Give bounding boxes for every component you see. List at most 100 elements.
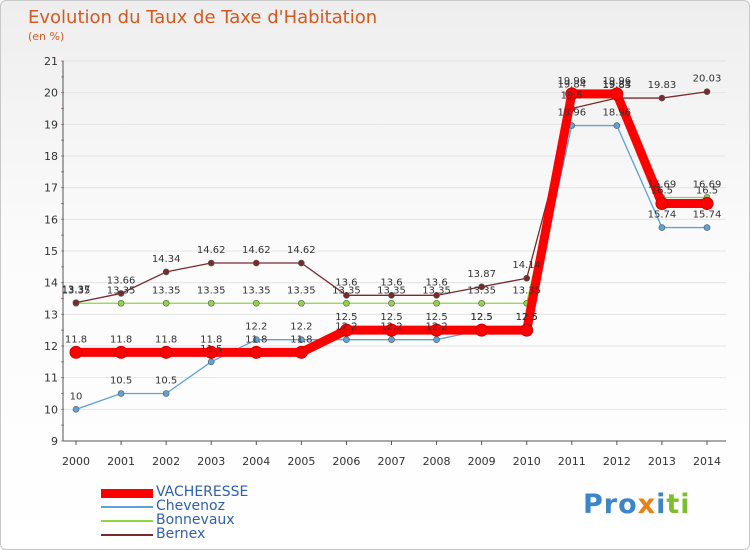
data-label: 13.66: [107, 275, 136, 286]
data-label: 20.03: [693, 74, 722, 85]
y-tick-label: 15: [44, 245, 58, 258]
data-point: [343, 292, 350, 299]
data-point: [520, 323, 534, 337]
data-point: [207, 358, 215, 366]
data-point: [162, 268, 170, 276]
y-tick-label: 13: [44, 308, 58, 321]
data-point: [69, 345, 83, 359]
data-label: 13.35: [422, 285, 451, 296]
data-point: [388, 292, 395, 299]
data-point: [433, 336, 440, 343]
data-point: [298, 336, 305, 343]
data-label: 13.35: [197, 285, 226, 296]
data-label: 10: [70, 391, 83, 402]
x-tick-label: 2000: [62, 455, 90, 468]
proxiti-logo: Proxiti: [583, 489, 691, 520]
data-point: [703, 224, 711, 231]
data-label: 11.8: [65, 334, 87, 345]
data-label: 14.62: [197, 245, 226, 256]
data-label: 12.2: [245, 322, 267, 333]
data-label: 12.2: [425, 322, 447, 333]
data-point: [252, 259, 260, 267]
data-label: 15.74: [648, 210, 677, 221]
data-label: 12.5: [425, 312, 447, 323]
x-tick-label: 2005: [287, 455, 315, 468]
data-label: 13.35: [107, 285, 136, 296]
x-tick-label: 2010: [513, 455, 541, 468]
legend-swatch: [101, 534, 153, 536]
data-point: [388, 336, 395, 343]
data-point: [204, 345, 218, 359]
data-label: 14.62: [242, 245, 271, 256]
logo-part: Pro: [583, 489, 638, 520]
data-label: 19.84: [557, 80, 586, 91]
data-label: 13.35: [152, 285, 181, 296]
data-label: 10.5: [110, 376, 132, 387]
x-tick-label: 2006: [332, 455, 360, 468]
y-tick-label: 21: [44, 55, 58, 68]
y-tick-label: 9: [51, 435, 58, 448]
legend-label: Bonnevaux: [156, 512, 235, 528]
data-label: 13.35: [62, 285, 91, 296]
data-point: [700, 197, 714, 210]
data-label: 13.35: [467, 285, 496, 296]
data-point: [655, 197, 669, 210]
data-point: [159, 345, 173, 359]
data-label: 19.83: [603, 80, 632, 91]
x-tick-label: 2013: [648, 455, 676, 468]
series-line-chevenoz: [75, 124, 707, 410]
data-label: 13.35: [377, 285, 406, 296]
data-label: 19.96: [603, 76, 632, 87]
x-tick-label: 2007: [378, 455, 406, 468]
data-label: 19.83: [648, 80, 677, 91]
data-point: [249, 345, 263, 359]
data-point: [252, 336, 260, 343]
data-point: [613, 122, 621, 129]
data-label: 11.8: [200, 334, 222, 345]
data-point: [610, 87, 624, 101]
data-label: 12.5: [380, 312, 402, 323]
data-point: [114, 345, 128, 359]
data-label: 11.8: [290, 334, 312, 345]
data-label: 16.5: [696, 186, 718, 197]
y-tick-label: 19: [44, 118, 58, 131]
data-label: 13.37: [62, 285, 91, 296]
data-point: [433, 299, 440, 307]
data-point: [298, 259, 305, 267]
data-label: 12.2: [380, 322, 402, 333]
data-point: [475, 323, 489, 337]
data-label: 14.62: [287, 245, 316, 256]
data-point: [343, 336, 350, 343]
x-tick-label: 2009: [468, 455, 496, 468]
y-tick-label: 11: [44, 372, 58, 385]
data-point: [658, 94, 666, 102]
data-point: [339, 323, 353, 337]
data-point: [117, 390, 125, 397]
data-point: [72, 406, 80, 413]
logo-part: x: [637, 489, 657, 520]
x-tick-label: 2004: [242, 455, 270, 468]
data-point: [703, 88, 711, 96]
data-label: 12.5: [471, 312, 493, 323]
y-tick-label: 14: [44, 277, 58, 290]
data-label: 14.14: [512, 260, 541, 271]
data-label: 19.84: [603, 80, 632, 91]
x-tick-label: 2002: [152, 455, 180, 468]
series-line-bonnevaux: [76, 97, 707, 304]
y-tick-label: 17: [44, 182, 58, 195]
data-point: [207, 299, 215, 307]
data-label: 16.5: [651, 186, 673, 197]
data-label: 12.5: [516, 312, 538, 323]
legend-swatch: [101, 489, 153, 498]
data-label: 19.5: [561, 91, 583, 102]
data-label: 13.6: [380, 277, 402, 288]
data-point: [72, 299, 80, 306]
data-point: [430, 323, 444, 337]
data-label: 12.2: [335, 322, 357, 333]
data-label: 10.5: [155, 376, 177, 387]
data-label: 13.35: [512, 285, 541, 296]
data-label: 11.8: [245, 334, 267, 345]
data-point: [385, 323, 398, 337]
